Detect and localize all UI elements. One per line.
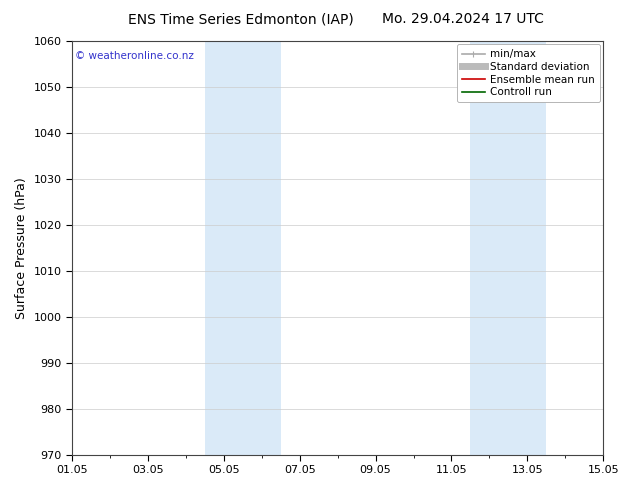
Text: © weatheronline.co.nz: © weatheronline.co.nz [75, 51, 193, 61]
Bar [205, 41, 281, 455]
Bar [470, 41, 547, 455]
Text: ENS Time Series Edmonton (IAP): ENS Time Series Edmonton (IAP) [128, 12, 354, 26]
Text: Mo. 29.04.2024 17 UTC: Mo. 29.04.2024 17 UTC [382, 12, 544, 26]
Legend: min/max, Standard deviation, Ensemble mean run, Controll run: min/max, Standard deviation, Ensemble me… [456, 44, 600, 102]
Y-axis label: Surface Pressure (hPa): Surface Pressure (hPa) [15, 177, 28, 318]
